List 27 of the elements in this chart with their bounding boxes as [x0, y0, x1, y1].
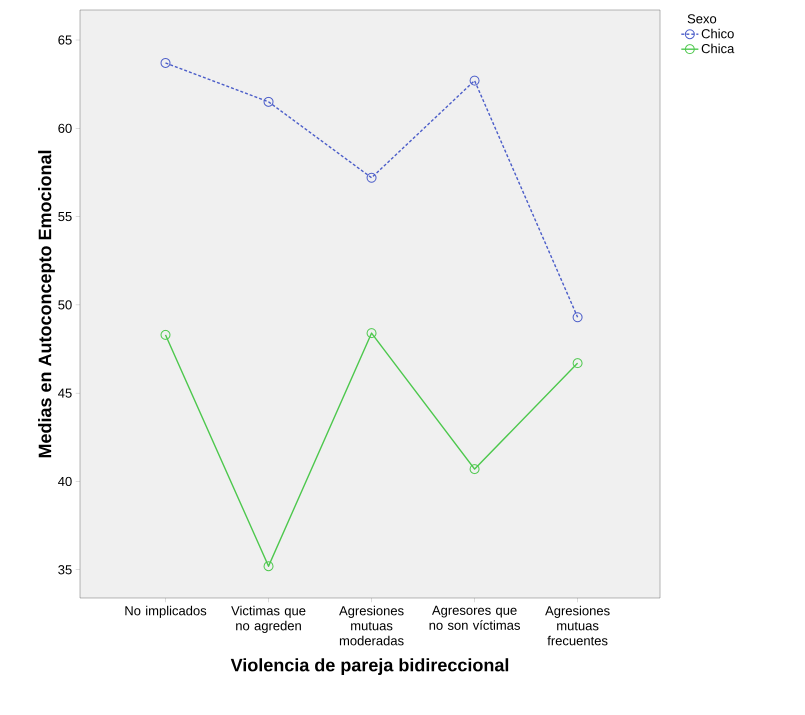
y-tick-label: 45 — [58, 388, 72, 398]
point — [366, 172, 377, 183]
y-tick-label: 50 — [58, 300, 72, 310]
point — [572, 358, 583, 368]
x-tick-label: Victimas que no agreden — [231, 606, 306, 633]
x-tick-label: Agresiones mutuas frecuentes — [545, 606, 610, 646]
y-tick-label: 40 — [58, 476, 72, 486]
x-tick-label: No implicados — [125, 606, 206, 618]
y-tick-label: 65 — [58, 35, 72, 45]
y-tick-label: 35 — [58, 565, 72, 574]
point — [264, 561, 274, 572]
x-tick-label: Agresiones mutuas moderadas — [339, 606, 404, 646]
point — [264, 96, 274, 107]
legend-label: Chica — [702, 44, 734, 54]
legend-title: Sexo — [688, 14, 716, 24]
point — [160, 58, 171, 68]
point — [470, 76, 480, 86]
point — [572, 312, 583, 322]
point — [160, 330, 171, 340]
y-tick-label: 60 — [58, 124, 72, 133]
legend-label: Chico — [702, 28, 734, 38]
point — [366, 328, 377, 338]
point — [470, 464, 480, 474]
y-axis-title: Medias en Autoconcepto Emocional — [38, 150, 55, 458]
x-tick-label: Agresores que no son víctimas — [430, 606, 520, 630]
x-axis-title: Violencia de pareja bidireccional — [230, 658, 508, 675]
y-tick-label: 55 — [58, 212, 72, 222]
